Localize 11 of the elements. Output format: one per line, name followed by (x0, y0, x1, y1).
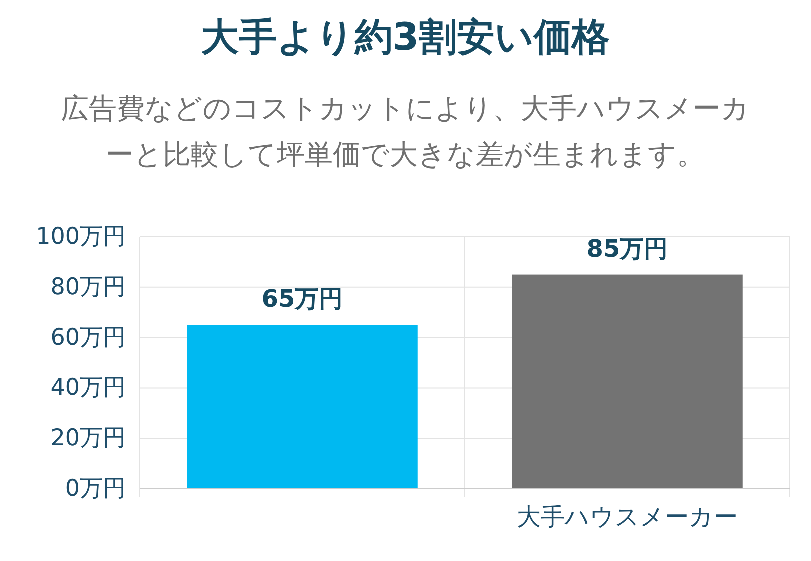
y-tick-label: 80万円 (50, 274, 126, 300)
data-label: 65万円 (262, 285, 344, 314)
y-tick-label: 20万円 (50, 426, 126, 452)
y-tick-label: 60万円 (50, 324, 126, 351)
y-tick-label: 100万円 (36, 224, 126, 250)
title: 大手より約3割安い価格 (200, 14, 612, 61)
y-tick-label: 40万円 (50, 375, 126, 402)
y-tick-label: 0万円 (65, 476, 126, 502)
subtitle: 広告費などのコストカットにより、大手ハウスメーカーと比較して坪単価で大きな差が生まれます。 (60, 91, 751, 173)
data-label: 85万円 (586, 234, 668, 263)
x-tick-label: 大手ハウスメーカー (517, 503, 738, 531)
